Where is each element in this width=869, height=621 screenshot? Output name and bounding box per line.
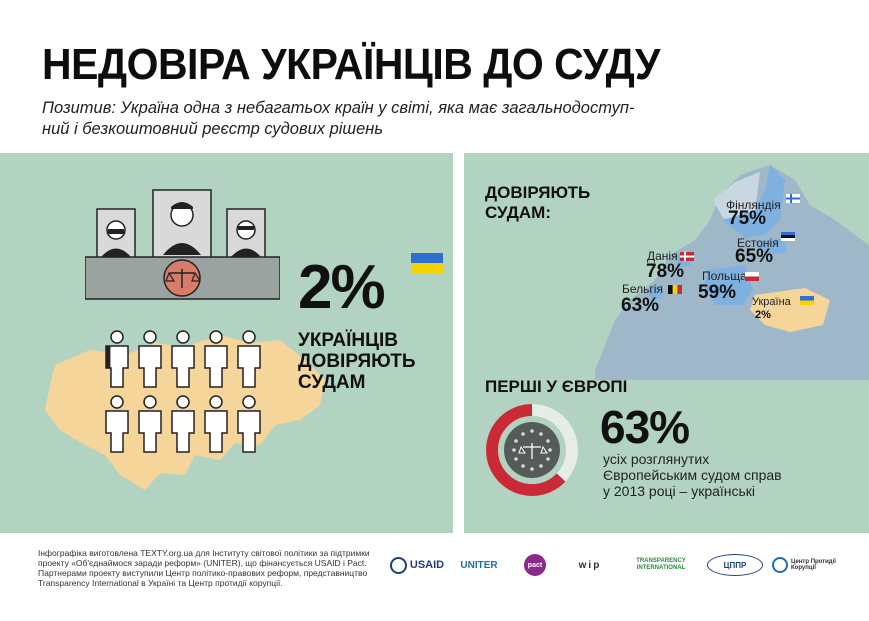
- country-label-estonia: Естонія: [737, 236, 779, 250]
- person-trusting-fill: [106, 346, 111, 387]
- anticorruption-center-logo: Центр Протидії Корупції: [772, 552, 842, 578]
- poland-flag-icon: [745, 272, 759, 281]
- echr-share-desc-2: Європейським судом справ: [603, 467, 782, 483]
- footer-line-3: Партнерами проекту виступили Центр політ…: [38, 568, 368, 578]
- person-icon: [171, 395, 195, 453]
- judges-illustration: [85, 189, 280, 300]
- ukraine-trust-line-3: СУДАМ: [298, 372, 366, 393]
- footer-line-2: проекту «Об'єднаймося заради реформ» (UN…: [38, 558, 367, 568]
- country-value-poland: 59%: [698, 282, 737, 303]
- uniter-logo: UNITER: [460, 559, 498, 571]
- person-icon: [237, 395, 261, 453]
- subtitle-line-1: Позитив: Україна одна з небагатьох країн…: [42, 99, 635, 117]
- country-label-denmark: Данія: [647, 249, 678, 263]
- person-icon: [105, 330, 129, 388]
- usaid-logo: USAID: [388, 552, 446, 578]
- country-label-poland: Польща: [702, 269, 747, 283]
- subtitle-line-2: ний і безкоштовний реєстр судових рішень: [42, 120, 384, 138]
- page-title: НЕДОВІРА УКРАЇНЦІВ ДО СУДУ: [42, 40, 660, 89]
- echr-share-desc-1: усіх розглянутих: [603, 451, 710, 467]
- trust-title-line-2: СУДАМ:: [485, 203, 551, 222]
- denmark-flag-icon: [680, 252, 694, 261]
- person-icon: [171, 330, 195, 388]
- country-value-ukraine: 2%: [755, 309, 771, 321]
- country-value-denmark: 78%: [646, 261, 685, 282]
- europe-map-illustration: [595, 165, 869, 380]
- footer-line-4: Transparency International в Україні та …: [38, 578, 283, 588]
- first-in-europe-title: ПЕРШІ У ЄВРОПІ: [485, 377, 628, 396]
- footer-credits: Інфографіка виготовлена TEXTY.org.ua для…: [38, 548, 378, 588]
- echr-share-desc-3: у 2013 році – українські: [603, 483, 756, 499]
- belgium-flag-icon: [668, 285, 682, 294]
- person-icon: [204, 395, 228, 453]
- finland-flag-icon: [786, 194, 800, 203]
- country-value-belgium: 63%: [621, 295, 660, 316]
- trust-title-line-1: ДОВІРЯЮТЬ: [485, 183, 591, 202]
- country-value-estonia: 65%: [735, 246, 774, 267]
- country-label-belgium: Бельгія: [622, 282, 663, 296]
- person-icon: [204, 330, 228, 388]
- echr-share-percent: 63%: [600, 401, 690, 453]
- person-icon: [105, 395, 129, 453]
- ukraine-trust-percent: 2%: [298, 253, 386, 322]
- footer-line-1: Інфографіка виготовлена TEXTY.org.ua для…: [38, 548, 370, 558]
- page-subtitle: Позитив: Україна одна з небагатьох країн…: [42, 98, 742, 140]
- estonia-flag-icon: [781, 232, 795, 241]
- person-icon: [138, 330, 162, 388]
- country-value-finland: 75%: [728, 208, 767, 229]
- ukraine-trust-line-2: ДОВІРЯЮТЬ: [298, 351, 416, 372]
- pact-logo: pact: [515, 552, 555, 578]
- person-icon: [237, 330, 261, 388]
- country-label-ukraine: Україна: [752, 296, 791, 308]
- ukraine-flag-icon: [411, 253, 443, 273]
- country-label-finland: Фінляндія: [726, 198, 781, 212]
- cppr-logo: ЦППР: [706, 552, 764, 578]
- ukraine-trust-line-1: УКРАЇНЦІВ: [298, 330, 398, 351]
- ukraine-small-flag-icon: [800, 296, 814, 305]
- transparency-international-logo: TRANSPARENCY INTERNATIONAL: [636, 558, 686, 571]
- people-grid: [103, 330, 268, 455]
- echr-share-donut: [486, 404, 578, 496]
- wip-logo: wip: [578, 559, 602, 571]
- person-icon: [138, 395, 162, 453]
